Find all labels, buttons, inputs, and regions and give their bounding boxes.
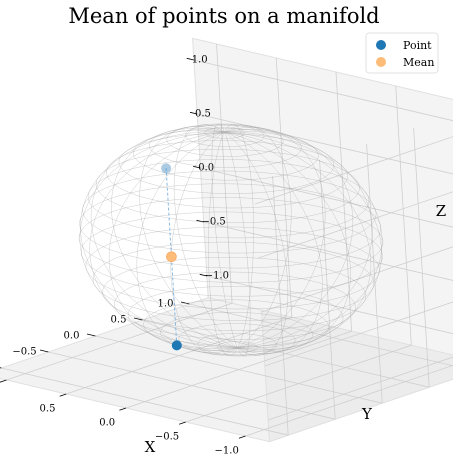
- sphere-meridian: [224, 131, 351, 352]
- z-axis-label: Z: [436, 202, 446, 220]
- grid-back-x-y: [413, 127, 430, 388]
- y-axis-label: Y: [361, 405, 373, 423]
- sphere-meridian: [224, 131, 323, 354]
- x-tick-mark: [179, 421, 186, 425]
- grid-back-y-z: [193, 59, 453, 122]
- legend-marker-point: [376, 40, 386, 50]
- point-marker: [161, 163, 172, 174]
- sphere-meridian: [89, 131, 238, 350]
- grid-floor-y: [189, 303, 453, 367]
- y-tick-mark: [39, 349, 49, 353]
- legend-marker-mean: [376, 57, 386, 67]
- grid-floor-x: [66, 316, 292, 395]
- z-tick-label: 1.0: [192, 54, 208, 65]
- sphere-meridian: [224, 127, 326, 349]
- grid-back-y-x: [216, 43, 233, 304]
- sphere-meridian: [211, 123, 238, 349]
- y-tick-label: 0.0: [64, 330, 80, 341]
- z-tick-label: 0.5: [195, 108, 211, 119]
- grid-back-x-z: [258, 191, 453, 259]
- sphere-meridian: [224, 130, 373, 349]
- grid-back-y-z: [200, 167, 453, 228]
- legend-label-point: Point: [403, 39, 432, 52]
- axes-ticks: −1.0−1.0−1.0−0.5−0.5−0.50.00.00.00.50.50…: [0, 54, 246, 456]
- sphere-meridian: [80, 131, 238, 349]
- chart-title: Mean of points on a manifold: [68, 4, 379, 28]
- sphere-meridian: [136, 131, 238, 353]
- sphere-meridian: [111, 128, 238, 349]
- data-marks: [161, 163, 182, 351]
- geodesic-connector: [165, 168, 178, 346]
- y-tick-label: 0.5: [111, 314, 127, 325]
- z-tick-mark: [186, 57, 194, 61]
- x-tick-mark: [119, 407, 127, 411]
- z-tick-mark: [189, 111, 198, 115]
- grid-floor-y: [142, 319, 430, 388]
- sphere-meridian: [173, 124, 238, 349]
- y-tick-mark: [180, 301, 190, 305]
- z-tick-label: −1.0: [205, 270, 229, 281]
- x-tick-mark: [238, 435, 246, 439]
- sphere-meridian: [208, 131, 238, 356]
- sphere-meridian: [224, 131, 251, 357]
- z-tick-label: −0.5: [202, 216, 226, 227]
- legend-label-mean: Mean: [403, 56, 434, 69]
- x-tick-mark: [0, 379, 7, 383]
- sphere-wireframe: [78, 123, 384, 357]
- sphere-meridian: [90, 130, 238, 349]
- z-tick-mark: [193, 165, 201, 169]
- x-tick-label: −0.5: [155, 431, 179, 442]
- y-tick-mark: [86, 333, 96, 337]
- mean-marker: [166, 251, 177, 263]
- sphere-meridian: [224, 131, 372, 350]
- z-tick-mark: [199, 273, 207, 277]
- point-marker: [171, 340, 182, 351]
- x-tick-mark: [59, 393, 67, 397]
- z-tick-label: 0.0: [198, 162, 214, 173]
- sphere-meridian: [224, 131, 383, 349]
- grid-back-x-z: [261, 246, 453, 313]
- sphere-meridian: [224, 131, 382, 349]
- x-axis-label: X: [145, 438, 156, 456]
- y-tick-mark: [133, 317, 143, 321]
- sphere-meridian: [79, 131, 238, 349]
- sphere-meridian: [224, 124, 254, 349]
- grid-floor-y: [95, 335, 383, 404]
- sphere-meridian: [224, 129, 354, 349]
- y-tick-label: −0.5: [12, 346, 36, 357]
- y-tick-mark: [0, 367, 2, 369]
- sphere-meridian: [139, 126, 238, 349]
- x-tick-label: 0.0: [99, 417, 115, 428]
- legend: Point Mean: [365, 32, 439, 74]
- x-tick-label: −1.0: [215, 445, 239, 456]
- axes-panes: [0, 37, 453, 443]
- grid-floor-x: [6, 302, 233, 381]
- x-tick-label: 0.5: [40, 403, 56, 414]
- sphere-meridian: [224, 131, 289, 356]
- y-tick-label: 1.0: [158, 298, 174, 309]
